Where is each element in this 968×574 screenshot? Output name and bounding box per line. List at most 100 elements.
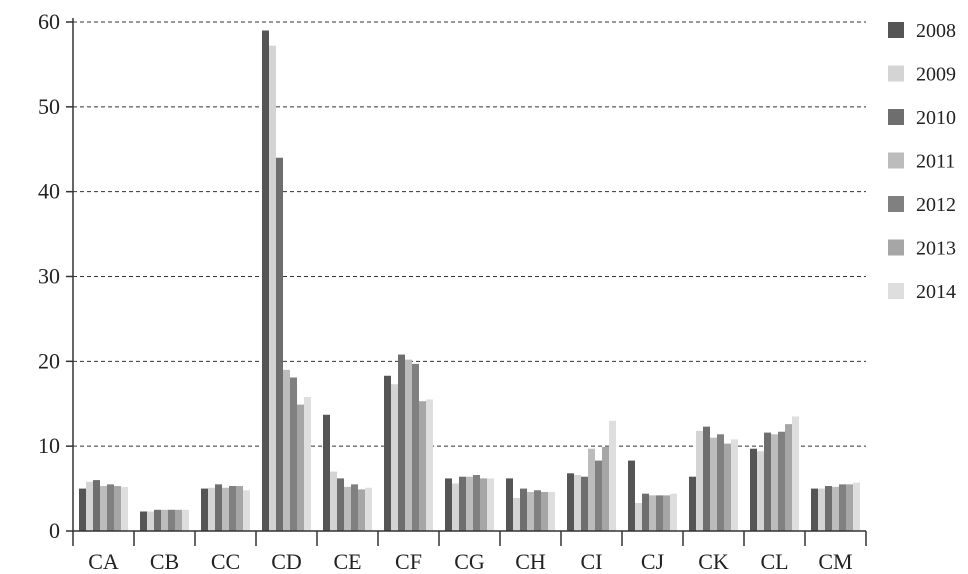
bar-CM-2009 (818, 488, 825, 531)
bar-CC-2008 (201, 488, 208, 531)
bar-CA-2009 (86, 481, 93, 531)
y-axis-ticks: 0 10 20 30 40 50 60 (38, 9, 73, 543)
bar-CE-2009 (330, 471, 337, 531)
y-tick-label: 20 (38, 348, 60, 373)
bar-CL-2008 (750, 448, 757, 531)
bar-CB-2014 (182, 509, 189, 531)
x-category-label: CF (395, 549, 422, 574)
x-category-label: CL (760, 549, 788, 574)
bar-CJ-2009 (635, 503, 642, 531)
legend-label-2013: 2013 (916, 238, 956, 260)
legend-swatch-2012 (888, 196, 904, 212)
bar-CH-2011 (527, 491, 534, 531)
y-tick-label: 10 (38, 433, 60, 458)
x-axis-labels: CA CB CC CD CE CF CG CH CI CJ CK CL CM (88, 549, 852, 574)
bar-CF-2014 (426, 399, 433, 531)
bar-CJ-2010 (642, 493, 649, 531)
bar-CJ-2008 (628, 460, 635, 531)
bar-CG-2009 (452, 483, 459, 531)
gridlines (73, 21, 866, 447)
bar-CF-2010 (398, 354, 405, 531)
x-category-label: CH (515, 549, 546, 574)
bar-CM-2010 (825, 486, 832, 531)
bar-CK-2010 (703, 426, 710, 531)
bar-CI-2010 (581, 476, 588, 531)
axes (72, 18, 867, 546)
bar-CB-2009 (147, 511, 154, 531)
bar-CE-2013 (358, 489, 365, 531)
legend-swatch-2011 (888, 152, 904, 169)
x-category-label: CG (454, 549, 485, 574)
bar-CD-2010 (276, 157, 283, 531)
bar-CF-2012 (412, 363, 419, 531)
bar-CL-2009 (757, 451, 764, 531)
bar-CB-2012 (168, 509, 175, 531)
bar-CM-2013 (846, 484, 853, 531)
x-category-label: CA (88, 549, 119, 574)
legend-label-2009: 2009 (916, 64, 956, 86)
y-tick-label: 0 (49, 518, 60, 543)
bar-CJ-2014 (670, 493, 677, 531)
bar-CM-2011 (832, 486, 839, 531)
bar-CI-2008 (567, 473, 574, 531)
bar-CB-2010 (154, 509, 161, 531)
bar-CB-2011 (161, 509, 168, 531)
bar-CG-2013 (480, 478, 487, 531)
legend-label-2012: 2012 (916, 194, 956, 216)
bar-CG-2010 (459, 476, 466, 531)
bar-CH-2014 (548, 491, 555, 531)
x-category-label: CD (271, 549, 302, 574)
bar-CE-2011 (344, 486, 351, 531)
bar-CL-2011 (771, 434, 778, 531)
y-tick-label: 30 (38, 264, 60, 289)
bar-CI-2009 (574, 475, 581, 531)
legend-swatch-2014 (888, 283, 904, 299)
bar-CA-2011 (100, 486, 107, 531)
bar-CE-2012 (351, 484, 358, 531)
legend-label-2014: 2014 (916, 281, 956, 303)
bar-CJ-2011 (649, 495, 656, 531)
bar-CH-2012 (534, 490, 541, 531)
bar-CE-2014 (365, 487, 372, 531)
bar-CD-2013 (297, 404, 304, 531)
bar-CE-2010 (337, 478, 344, 531)
x-category-label: CJ (641, 549, 665, 574)
x-category-label: CK (698, 549, 729, 574)
bar-CA-2013 (114, 486, 121, 531)
bar-CG-2014 (487, 478, 494, 531)
bar-CJ-2012 (656, 495, 663, 531)
x-category-label: CC (211, 549, 240, 574)
bar-CC-2010 (215, 484, 222, 531)
y-tick-label: 50 (38, 94, 60, 119)
bar-CL-2012 (778, 431, 785, 531)
bar-CM-2012 (839, 484, 846, 531)
bar-CI-2014 (609, 420, 616, 531)
x-category-label: CB (150, 549, 179, 574)
x-category-label: CM (818, 549, 852, 574)
bar-CA-2014 (121, 486, 128, 531)
bar-CK-2008 (689, 476, 696, 531)
bar-CM-2008 (811, 488, 818, 531)
bar-CI-2013 (602, 447, 609, 531)
bar-CD-2008 (262, 30, 269, 531)
bar-CD-2011 (283, 369, 290, 531)
bar-CH-2008 (506, 478, 513, 531)
bar-CA-2008 (79, 488, 86, 531)
bar-CC-2012 (229, 486, 236, 531)
bar-CH-2013 (541, 491, 548, 531)
bar-CI-2012 (595, 460, 602, 531)
bar-CL-2013 (785, 424, 792, 531)
bar-CF-2011 (405, 359, 412, 531)
bar-CC-2011 (222, 487, 229, 531)
legend-label-2010: 2010 (916, 107, 956, 129)
legend-swatch-2008 (888, 22, 904, 38)
bar-CD-2014 (304, 396, 311, 531)
bar-CG-2012 (473, 475, 480, 531)
bar-CF-2009 (391, 384, 398, 531)
bar-CB-2013 (175, 509, 182, 531)
x-category-label: CE (333, 549, 361, 574)
bar-CL-2010 (764, 432, 771, 531)
bar-CJ-2013 (663, 495, 670, 531)
bar-CD-2009 (269, 45, 276, 532)
bar-CF-2013 (419, 401, 426, 531)
